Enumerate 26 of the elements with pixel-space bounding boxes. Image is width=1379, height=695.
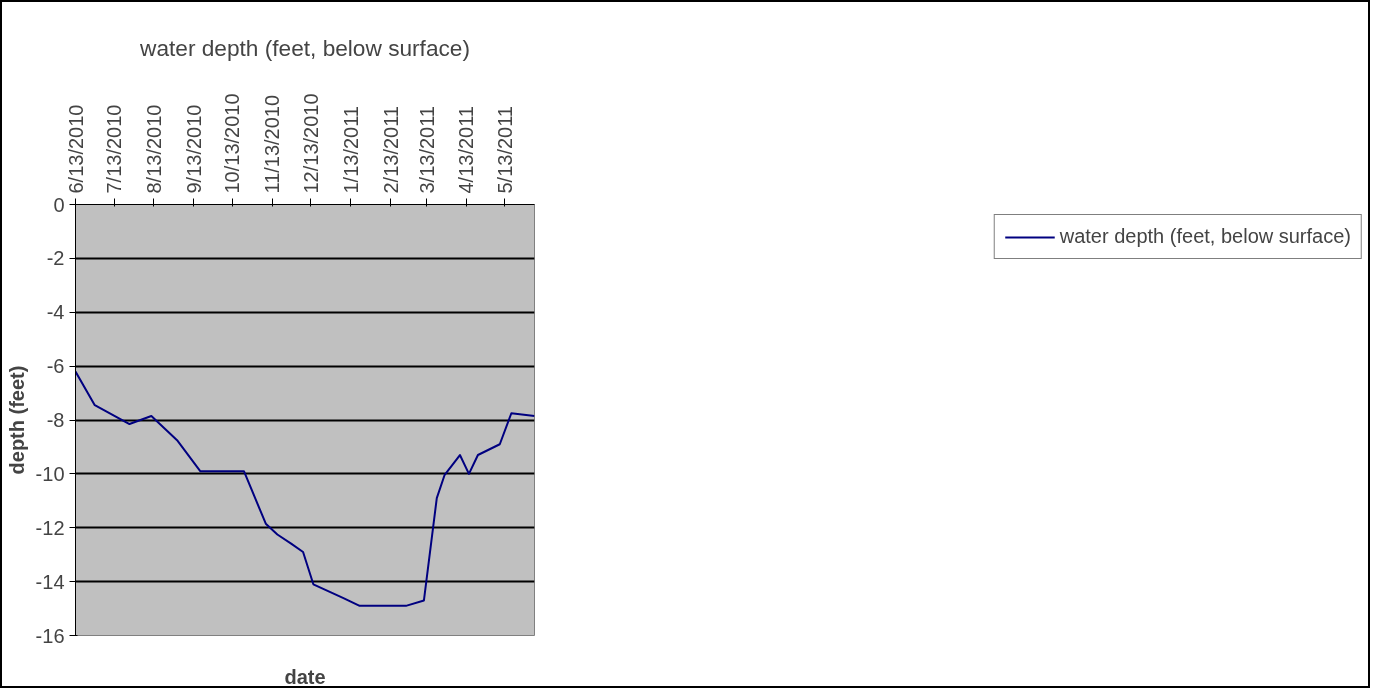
- x-tick-label: 9/13/2010: [182, 104, 205, 194]
- x-tick-label: 12/13/2010: [299, 93, 322, 194]
- line-series: [75, 370, 535, 607]
- x-tick-label: 8/13/2010: [142, 104, 165, 194]
- y-tick-label: 0: [53, 193, 65, 216]
- x-tick-label: 4/13/2011: [455, 106, 478, 194]
- x-tick-label: 10/13/2010: [221, 93, 244, 194]
- x-tick-label: 2/13/2011: [379, 106, 402, 194]
- y-tick-label: -4: [46, 301, 65, 324]
- y-tick-label: -10: [35, 462, 65, 485]
- y-axis-title: depth (feet): [5, 365, 28, 475]
- x-tick-label: 7/13/2010: [103, 104, 126, 194]
- x-tick-label: 5/13/2011: [493, 106, 516, 194]
- y-tick-label: -8: [46, 409, 65, 431]
- y-tick-label: -2: [46, 247, 65, 270]
- y-tick-label: -14: [35, 570, 65, 593]
- x-tick-label: 6/13/2010: [64, 104, 87, 194]
- y-tick-label: -16: [35, 624, 65, 647]
- y-tick-label: -6: [46, 355, 65, 378]
- x-tick-label: 11/13/2010: [261, 94, 284, 194]
- chart-title: water depth (feet, below surface): [139, 34, 470, 61]
- legend-label: water depth (feet, below surface): [1059, 225, 1351, 248]
- y-tick-label: -12: [35, 516, 65, 539]
- x-tick-label: 1/13/2011: [339, 106, 362, 194]
- x-axis-title: date: [284, 665, 326, 688]
- x-tick-label: 3/13/2011: [415, 106, 438, 194]
